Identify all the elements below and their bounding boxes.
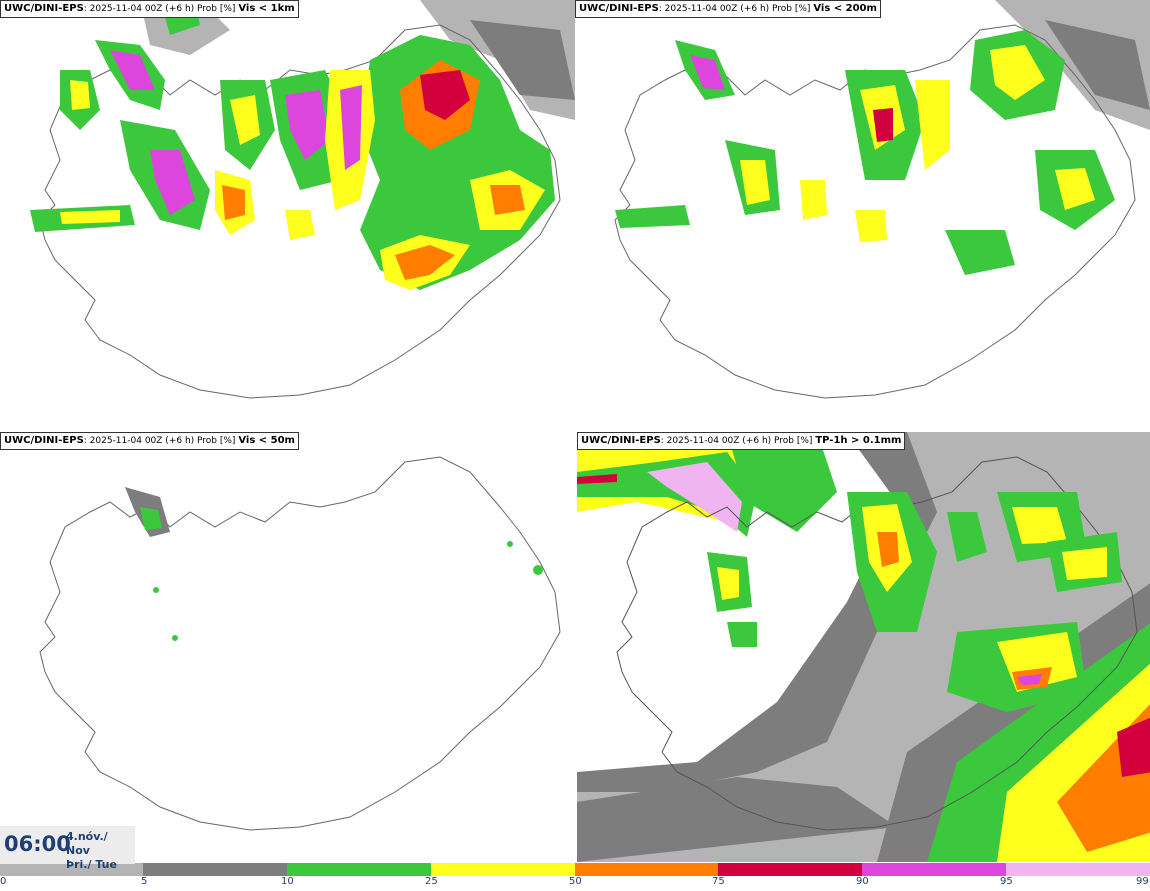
map-panel-vis-50m: UWC/DINI-EPS: 2025-11-04 00Z (+6 h) Prob… <box>0 432 575 862</box>
valid-date: 4.nóv./ Nov Þri./ Tue <box>66 830 117 871</box>
legend-tick: 99 <box>1136 876 1149 887</box>
map-panel-tp-1h: UWC/DINI-EPS: 2025-11-04 00Z (+6 h) Prob… <box>577 432 1150 862</box>
legend-segment-0-5 <box>0 863 143 876</box>
probability-map <box>614 0 1150 399</box>
legend-tick: 75 <box>712 876 725 887</box>
probability-legend: 0 5 10 25 50 75 90 95 99 <box>0 862 1150 891</box>
valid-time: 06:00 <box>4 832 71 856</box>
legend-segment-25-50 <box>431 863 575 876</box>
legend-tick: 0 <box>0 876 7 887</box>
legend-tick: 90 <box>856 876 869 887</box>
panel-title: UWC/DINI-EPS: 2025-11-04 00Z (+6 h) Prob… <box>0 432 299 450</box>
legend-segment-5-10 <box>143 863 287 876</box>
legend-segment-90-95 <box>862 863 1006 876</box>
map-panel-vis-200m: UWC/DINI-EPS: 2025-11-04 00Z (+6 h) Prob… <box>575 0 1150 430</box>
legend-tick: 25 <box>425 876 438 887</box>
legend-segment-75-90 <box>718 863 862 876</box>
legend-tick: 95 <box>1000 876 1013 887</box>
map-panel-vis-1km: UWC/DINI-EPS: 2025-11-04 00Z (+6 h) Prob… <box>0 0 575 430</box>
probability-map <box>577 432 1150 862</box>
legend-tick: 50 <box>569 876 582 887</box>
panel-title: UWC/DINI-EPS: 2025-11-04 00Z (+6 h) Prob… <box>577 432 906 450</box>
probability-map <box>30 0 575 399</box>
probability-map <box>39 456 561 831</box>
legend-tick: 5 <box>141 876 148 887</box>
panel-title: UWC/DINI-EPS: 2025-11-04 00Z (+6 h) Prob… <box>575 0 881 18</box>
legend-segment-10-25 <box>287 863 431 876</box>
legend-tick: 10 <box>281 876 294 887</box>
panel-title: UWC/DINI-EPS: 2025-11-04 00Z (+6 h) Prob… <box>0 0 299 18</box>
valid-time-box: 06:00 4.nóv./ Nov Þri./ Tue <box>0 826 135 871</box>
legend-segment-95-99 <box>1006 863 1150 876</box>
legend-segment-50-75 <box>575 863 718 876</box>
